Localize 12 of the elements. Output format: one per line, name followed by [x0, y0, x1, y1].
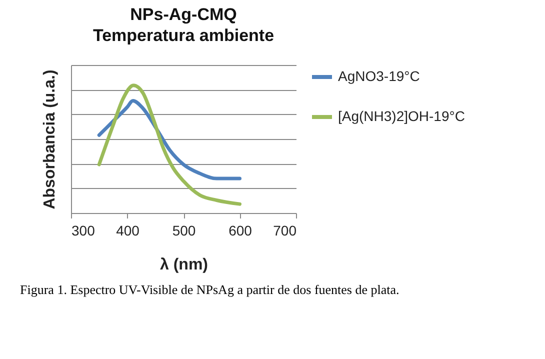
- chart-subtitle: Temperatura ambiente: [92, 26, 274, 45]
- chart-title: NPs-Ag-CMQ: [130, 5, 237, 24]
- x-tick-label: 400: [116, 222, 140, 238]
- legend-label: AgNO3-19°C: [338, 68, 420, 84]
- x-tick-label: 500: [172, 222, 196, 238]
- x-tick-label: 600: [228, 222, 252, 238]
- y-axis-title: Absorbancia (u.a.): [42, 70, 58, 210]
- x-tick-label: 700: [273, 222, 297, 238]
- x-tick-label: 300: [72, 222, 96, 238]
- legend-label: [Ag(NH3)2]OH-19°C: [338, 108, 465, 124]
- text: Figura 1. Espectro UV-Visible de NPsAg a partir de dos fuentes de plata.: [20, 282, 400, 298]
- x-axis-title: λ (nm): [160, 256, 208, 274]
